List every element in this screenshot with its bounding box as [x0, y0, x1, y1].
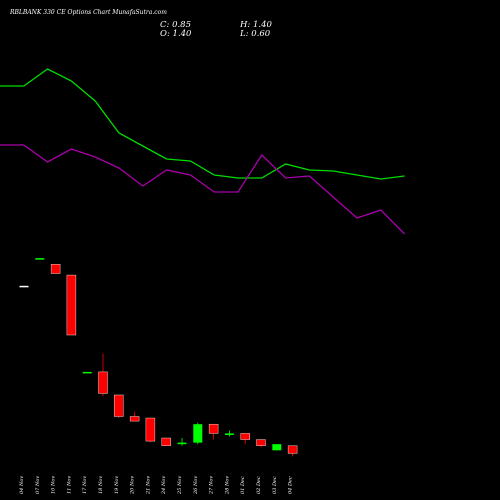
candle-body	[193, 424, 203, 443]
x-tick-label: 01 Dec	[240, 476, 246, 494]
candle	[98, 353, 108, 397]
close-value: C: 0.85	[160, 20, 191, 30]
candle-body	[240, 433, 250, 440]
x-tick-label: 28 Nov	[224, 476, 230, 495]
candle-body	[224, 433, 234, 435]
x-tick-label: 03 Dec	[272, 476, 278, 494]
x-tick-label: 21 Nov	[145, 476, 151, 495]
candle	[256, 439, 266, 448]
candle-body	[66, 274, 77, 336]
x-tick-label: 11 Nov	[66, 476, 72, 494]
candle	[50, 264, 61, 274]
high-value: H: 1.40	[239, 20, 272, 30]
candle-body	[82, 371, 92, 374]
candle	[193, 422, 203, 445]
x-tick-label: 10 Nov	[51, 476, 57, 494]
candle-body	[161, 437, 171, 446]
indicator-lines	[0, 68, 406, 235]
candle	[82, 371, 92, 374]
candle-body	[35, 258, 45, 260]
x-tick-label: 17 Nov	[82, 476, 88, 494]
candle-body	[50, 264, 61, 274]
candle	[224, 430, 234, 437]
chart-title: RBLBANK 330 CE Options Chart MunafaSutra…	[9, 9, 167, 16]
candle	[177, 438, 187, 446]
x-tick-label: 07 Nov	[35, 476, 41, 494]
x-tick-label: 25 Nov	[177, 476, 183, 495]
x-tick-label: 04 Dec	[288, 476, 294, 494]
candle	[287, 445, 298, 457]
x-tick-label: 19 Nov	[114, 476, 120, 494]
candle-body	[208, 423, 219, 434]
candle-body	[145, 417, 156, 442]
candle-body	[98, 371, 108, 394]
candle-body	[287, 445, 298, 454]
candle-body	[114, 394, 124, 417]
candle-body	[177, 442, 187, 445]
x-tick-label: 18 Nov	[98, 476, 104, 494]
candle	[114, 394, 124, 419]
open-value: O: 1.40	[160, 29, 192, 39]
x-tick-label: 02 Dec	[256, 476, 262, 494]
x-tick-label: 20 Nov	[130, 476, 136, 495]
candlestick-series	[19, 258, 298, 457]
candle-body	[19, 285, 29, 288]
x-tick-label: 27 Nov	[209, 476, 215, 495]
candle	[161, 437, 171, 446]
candle	[240, 433, 250, 445]
x-tick-label: 04 Nov	[19, 476, 25, 494]
candle	[208, 423, 219, 440]
candle-body	[129, 416, 140, 422]
x-tick-label: 26 Nov	[193, 476, 199, 495]
x-tick-label: 24 Nov	[161, 476, 167, 495]
indicator-line-2	[0, 144, 406, 235]
candle	[19, 285, 29, 288]
candle-body	[272, 444, 282, 451]
candle	[66, 274, 77, 336]
candle	[35, 258, 45, 260]
candle-body	[256, 439, 266, 446]
candle	[272, 444, 282, 451]
candle	[145, 417, 156, 443]
candle	[129, 411, 140, 422]
x-axis-tick-labels: 04 Nov 07 Nov 10 Nov 11 Nov 17 Nov 18 Nov 19 N…	[19, 476, 294, 495]
indicator-line-1	[0, 68, 405, 180]
low-value: L: 0.60	[239, 29, 271, 39]
